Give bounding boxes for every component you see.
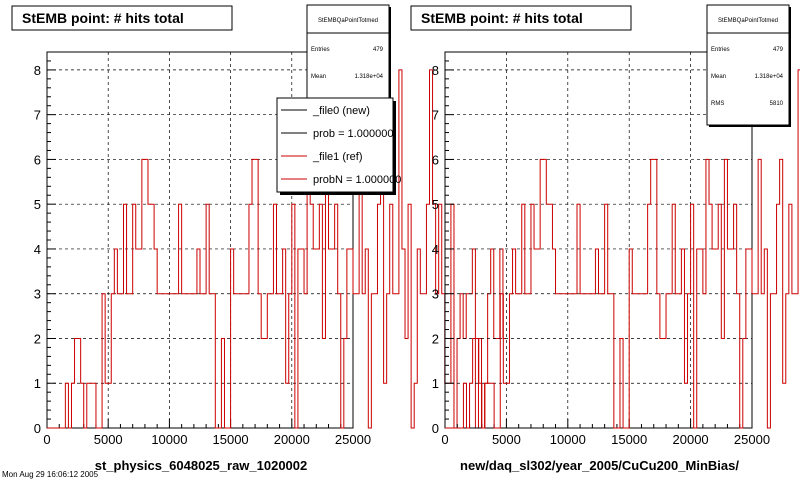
x-tick-label: 20000 [274,432,310,447]
y-tick-label: 5 [34,197,41,212]
histogram-series-line [445,69,800,429]
x-tick-label: 15000 [611,432,647,447]
y-tick-label: 0 [432,421,439,436]
y-tick-label: 3 [432,287,439,302]
y-tick-label: 1 [34,376,41,391]
stats-value: 5810 [770,101,784,107]
y-tick-label: 3 [34,287,41,302]
stats-box [706,4,790,126]
y-tick-label: 4 [34,242,41,257]
stats-value: 479 [373,47,384,53]
y-tick-label: 2 [34,331,41,346]
x-axis-label: new/daq_sl302/year_2005/CuCu200_MinBias/ [460,458,739,473]
stats-label: Entries [711,47,730,53]
y-tick-label: 7 [432,108,439,123]
y-tick-label: 1 [432,376,439,391]
x-axis-label: st_physics_6048025_raw_1020002 [95,458,308,473]
y-tick-label: 8 [34,63,41,78]
x-tick-label: 25000 [335,432,371,447]
y-tick-label: 4 [432,242,439,257]
x-tick-label: 0 [43,432,50,447]
stats-value: 479 [773,47,784,53]
legend-entry-label: prob = 1.000000 [313,128,393,140]
chart-title: StEMB point: # hits total [22,10,184,26]
histogram-series-line [47,69,506,429]
legend-entry-label: _file1 (ref) [312,151,363,163]
stats-label: Mean [311,74,326,80]
y-tick-label: 5 [432,197,439,212]
x-tick-label: 5000 [94,432,123,447]
stats-label: Mean [711,74,726,80]
stats-name: StEMBQaPointTotmed [318,18,378,24]
y-tick-label: 0 [34,421,41,436]
x-tick-label: 0 [441,432,448,447]
stats-value: 1.318e+04 [354,74,383,80]
y-tick-label: 8 [432,63,439,78]
stats-label: RMS [711,101,724,107]
legend-entry-label: _file0 (new) [312,105,370,117]
title-box [11,5,233,31]
x-tick-label: 5000 [492,432,521,447]
x-tick-label: 10000 [550,432,586,447]
y-tick-label: 7 [34,108,41,123]
timestamp-footer: Mon Aug 29 16:06:12 2005 [2,470,99,479]
x-tick-label: 20000 [673,432,709,447]
legend-box [276,97,394,193]
x-tick-label: 25000 [734,432,770,447]
x-tick-label: 15000 [213,432,249,447]
stats-label: Entries [311,47,330,53]
title-box [410,5,632,31]
stats-name: StEMBQaPointTotmed [718,18,778,24]
y-tick-label: 6 [432,152,439,167]
y-tick-label: 2 [432,331,439,346]
x-tick-label: 10000 [151,432,187,447]
chart-title: StEMB point: # hits total [421,10,583,26]
y-tick-label: 6 [34,152,41,167]
legend-entry-label: probN = 1.000000 [313,174,401,186]
stats-value: 1.318e+04 [754,74,783,80]
